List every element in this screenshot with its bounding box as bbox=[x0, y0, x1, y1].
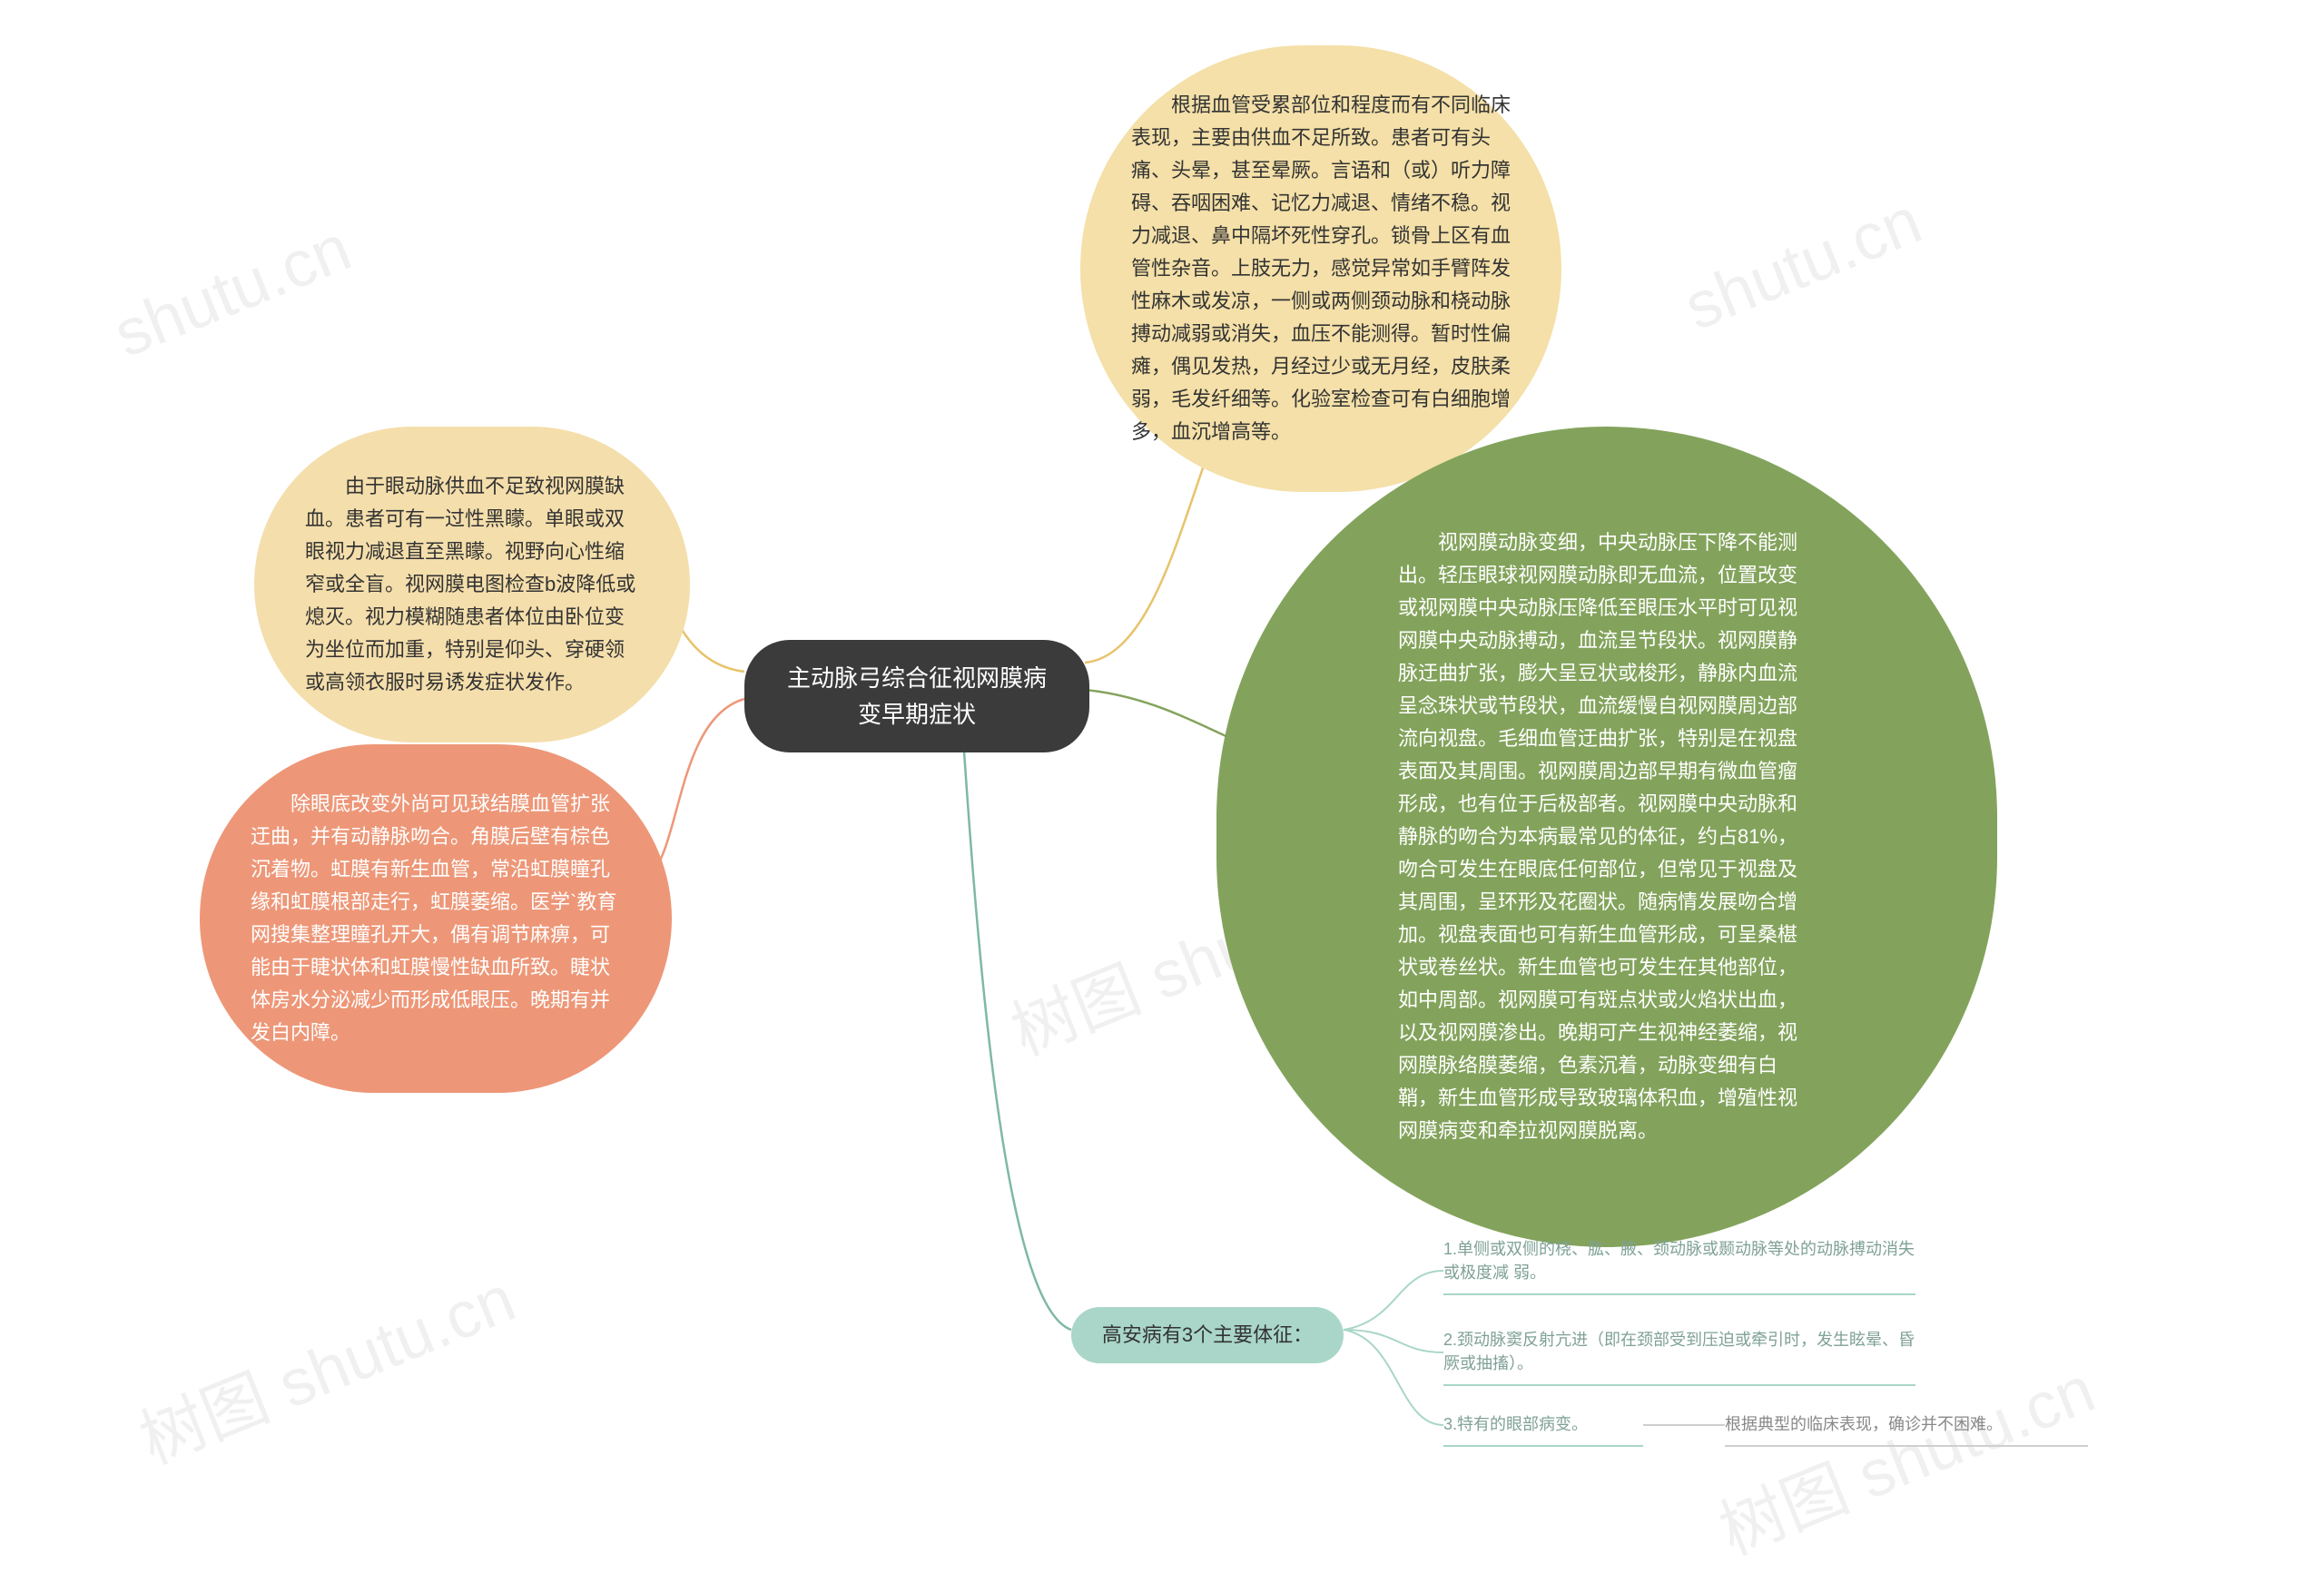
branch-top-right-yellow: 根据血管受累部位和程度而有不同临床表现，主要由供血不足所致。患者可有头痛、头晕，… bbox=[1080, 45, 1561, 492]
branch-right-green: 视网膜动脉变细，中央动脉压下降不能测出。轻压眼球视网膜动脉即无血流，位置改变或视… bbox=[1216, 427, 1997, 1247]
branch-text: 除眼底改变外尚可见球结膜血管扩张迂曲，并有动静脉吻合。角膜后壁有棕色沉着物。虹膜… bbox=[251, 788, 621, 1049]
center-line2: 变早期症状 bbox=[777, 696, 1057, 732]
branch-text: 由于眼动脉供血不足致视网膜缺血。患者可有一过性黑矇。单眼或双眼视力减退直至黑矇。… bbox=[305, 470, 639, 699]
leaf-3: 3.特有的眼部病变。 bbox=[1443, 1405, 1643, 1447]
watermark: shutu.cn bbox=[1675, 183, 1932, 345]
branch-text: 根据血管受累部位和程度而有不同临床表现，主要由供血不足所致。患者可有头痛、头晕，… bbox=[1131, 89, 1511, 448]
branch-left-orange: 除眼底改变外尚可见球结膜血管扩张迂曲，并有动静脉吻合。角膜后壁有棕色沉着物。虹膜… bbox=[200, 744, 672, 1093]
center-node: 主动脉弓综合征视网膜病 变早期症状 bbox=[744, 640, 1089, 752]
leaf-1: 1.单侧或双侧的桡、肱、腋、颈动脉或颞动脉等处的动脉搏动消失或极度减 弱。 bbox=[1443, 1230, 1915, 1295]
branch-left-yellow: 由于眼动脉供血不足致视网膜缺血。患者可有一过性黑矇。单眼或双眼视力减退直至黑矇。… bbox=[254, 427, 690, 742]
branch-text: 视网膜动脉变细，中央动脉压下降不能测出。轻压眼球视网膜动脉即无血流，位置改变或视… bbox=[1398, 526, 1816, 1147]
watermark: shutu.cn bbox=[104, 211, 361, 372]
center-line1: 主动脉弓综合征视网膜病 bbox=[777, 660, 1057, 696]
branch-teal-label: 高安病有3个主要体征： bbox=[1071, 1307, 1344, 1363]
watermark: 树图 shutu.cn bbox=[123, 1245, 527, 1482]
leaf-3-sub: 根据典型的临床表现，确诊并不困难。 bbox=[1725, 1405, 2088, 1447]
leaf-2: 2.颈动脉窦反射亢进（即在颈部受到压迫或牵引时，发生眩晕、昏厥或抽搐）。 bbox=[1443, 1321, 1915, 1386]
